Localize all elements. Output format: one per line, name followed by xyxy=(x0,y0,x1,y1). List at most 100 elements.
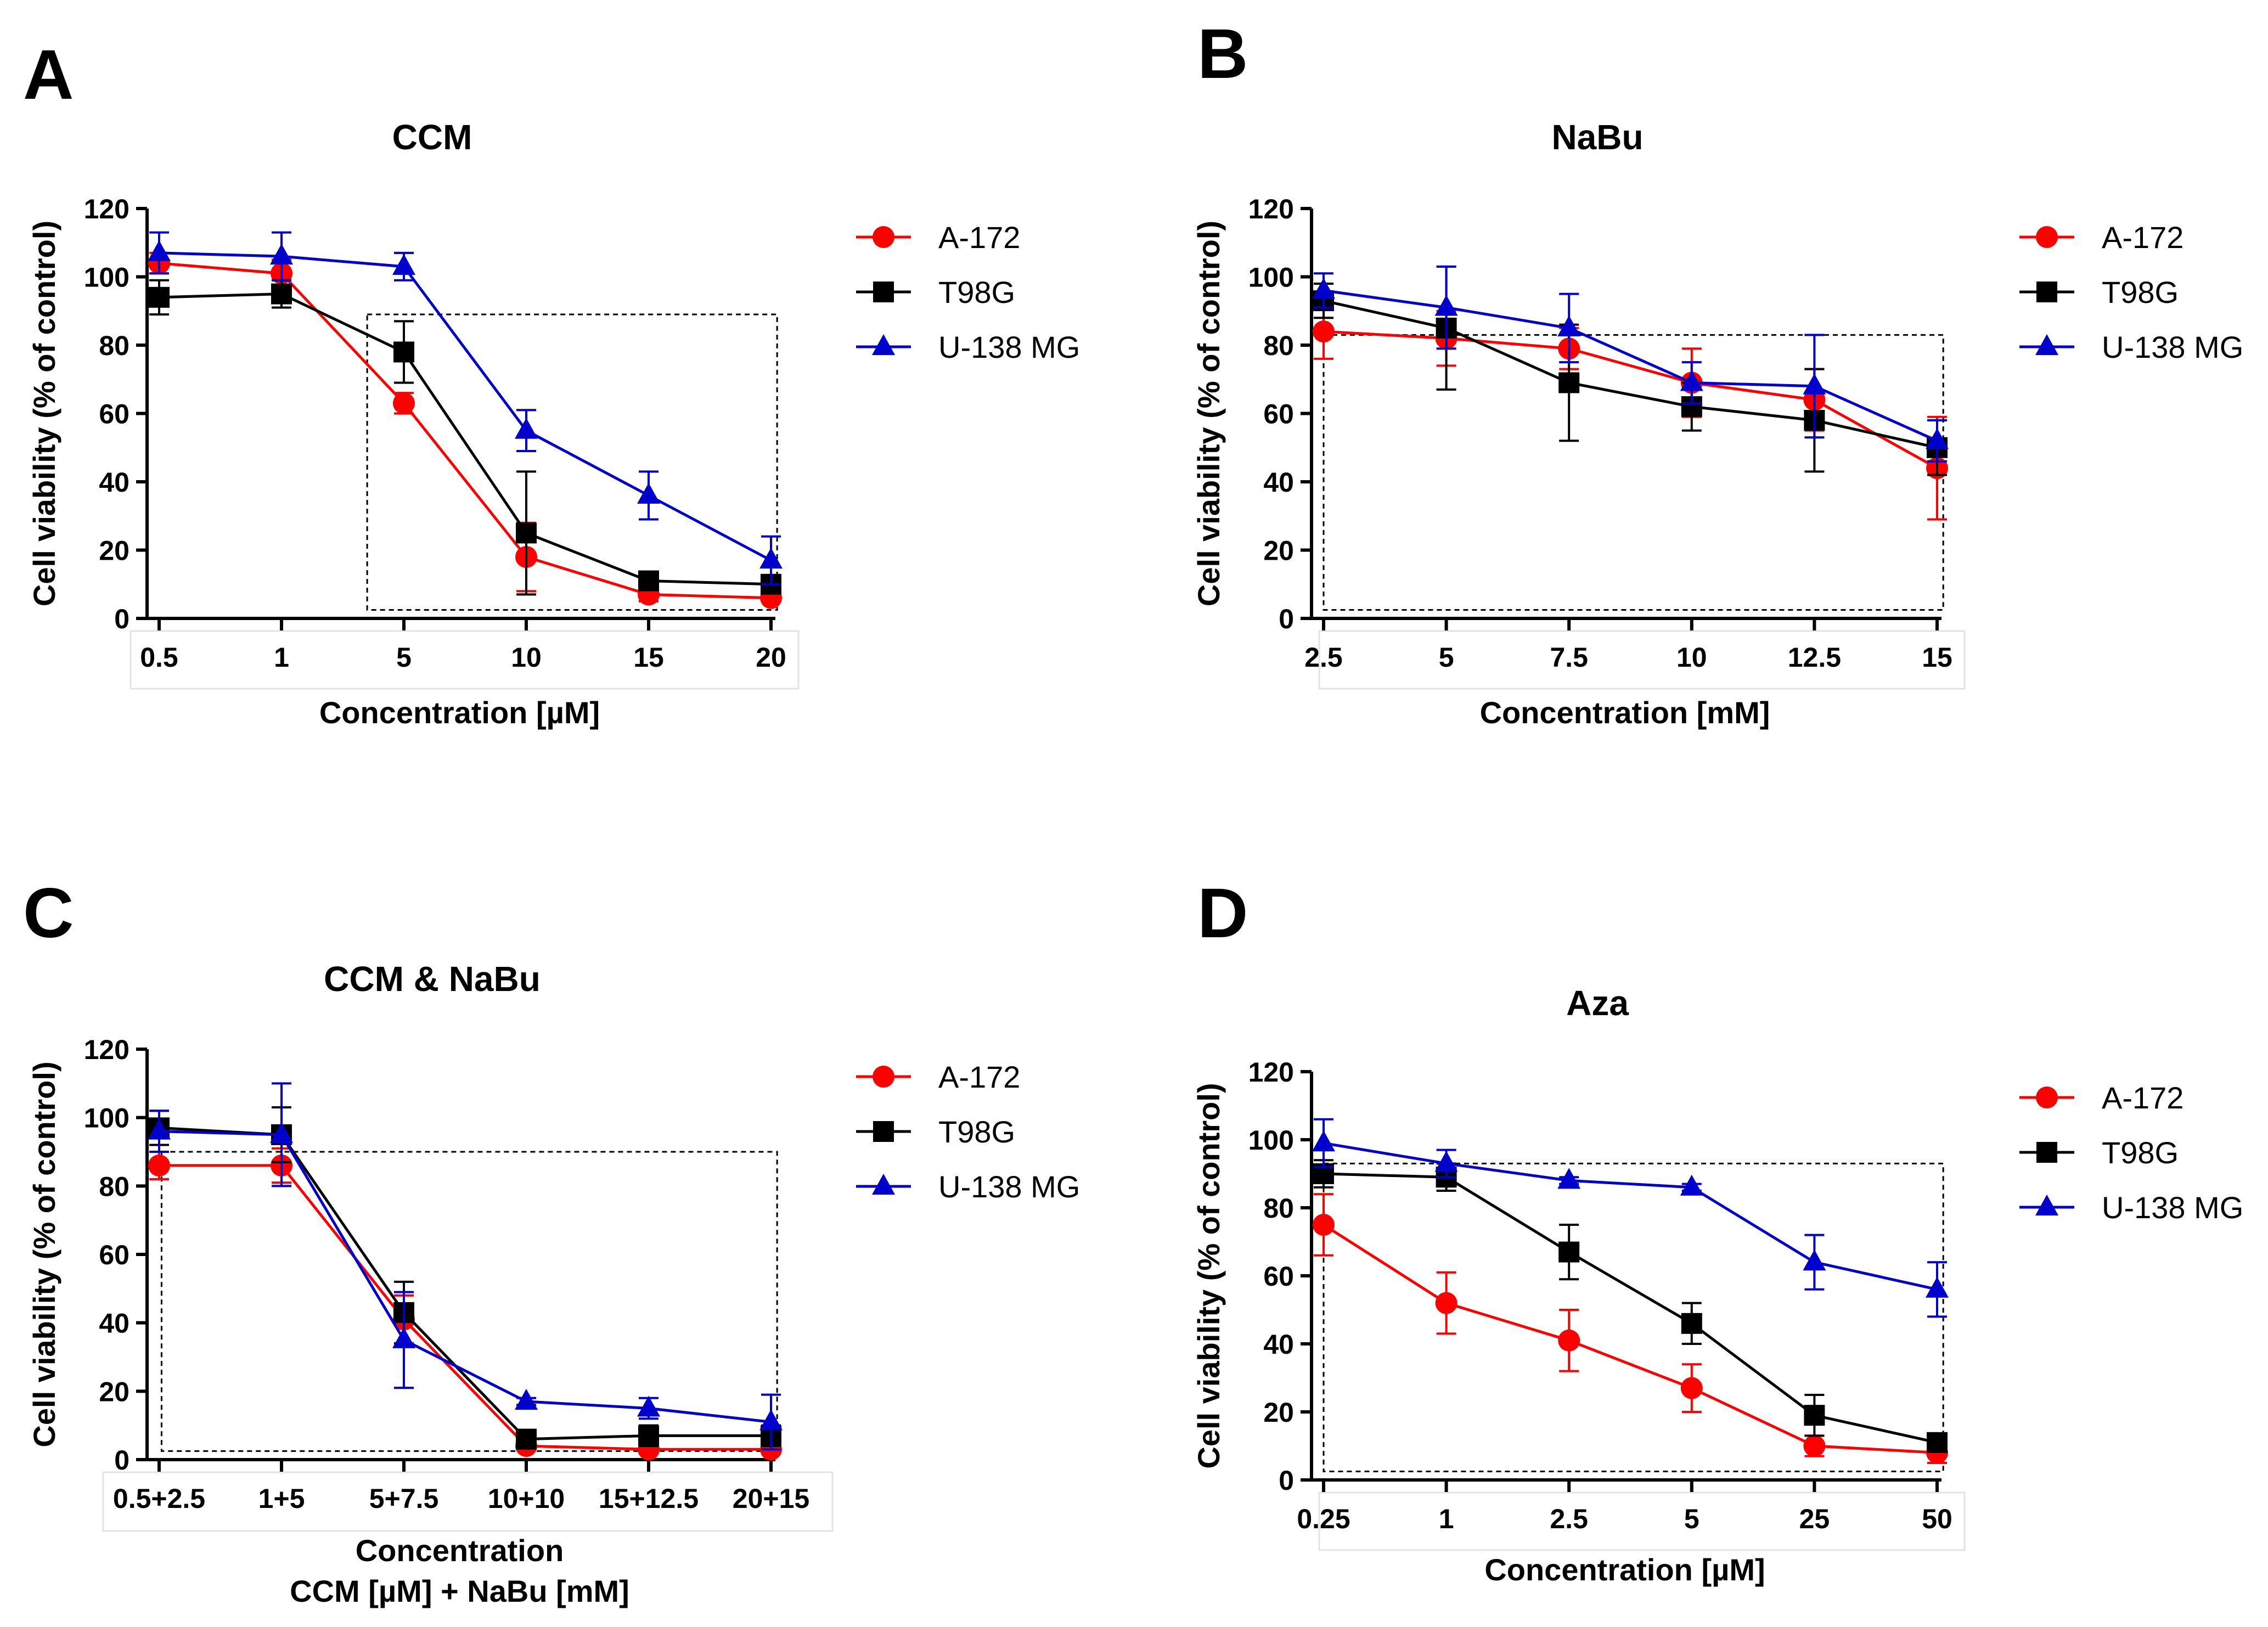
legend-entry: T98G xyxy=(856,275,1015,309)
legend-label: A-172 xyxy=(2102,220,2183,255)
legend-entry: A-172 xyxy=(2019,220,2183,255)
legend-marker xyxy=(2036,226,2058,248)
series-line xyxy=(1323,330,1938,470)
x-axis-label: Concentration [µM] xyxy=(1484,1552,1765,1587)
y-tick-label: 80 xyxy=(1263,330,1294,361)
x-tick-label: 50 xyxy=(1922,1504,1952,1534)
data-point xyxy=(392,1327,415,1348)
chart-panel-c: C CCM & NaBu 0 20 40 60 80 100 120 Cell viability… xyxy=(23,874,1080,1608)
y-tick-label: 20 xyxy=(99,1376,130,1407)
y-axis-label: Cell viability (% of control) xyxy=(1191,1083,1226,1468)
chart-panel-d: D Aza 0 20 40 60 80 100 120 Cell viability (% of … xyxy=(1191,874,2243,1587)
data-point xyxy=(1557,315,1581,336)
y-tick-label: 60 xyxy=(99,399,130,430)
x-tick-label: 15 xyxy=(633,642,664,673)
data-point xyxy=(392,254,415,275)
data-point xyxy=(516,522,537,544)
y-tick-label: 100 xyxy=(1248,1125,1294,1156)
legend-marker xyxy=(2035,1195,2058,1215)
data-point xyxy=(1434,1151,1458,1172)
data-point xyxy=(148,1154,170,1176)
y-tick-label: 20 xyxy=(1263,536,1294,566)
data-point xyxy=(1313,320,1335,343)
legend-entry: U-138 MG xyxy=(2019,1190,2243,1225)
x-tick-label: 5 xyxy=(396,642,412,673)
x-tick-band xyxy=(1318,1491,1966,1551)
y-tick-label: 80 xyxy=(99,330,130,361)
legend-marker xyxy=(2036,282,2057,302)
y-tick-label: 40 xyxy=(99,467,130,498)
dashed-highlight-box xyxy=(160,1151,778,1452)
panel-letter: B xyxy=(1197,15,1248,93)
data-point xyxy=(270,1122,293,1143)
data-point xyxy=(1803,1435,1826,1457)
series-line xyxy=(159,292,772,586)
data-point xyxy=(1558,1241,1580,1263)
legend-marker xyxy=(873,226,894,248)
chart-title: Aza xyxy=(1566,983,1629,1023)
legend-entry: U-138 MG xyxy=(856,1169,1080,1204)
x-axis-label: CCM [µM] + NaBu [mM] xyxy=(290,1574,629,1608)
series-line xyxy=(159,1164,771,1451)
series-line xyxy=(159,251,772,562)
data-point xyxy=(1312,1130,1335,1152)
x-axis-label: Concentration [mM] xyxy=(1480,695,1770,730)
legend-entry: T98G xyxy=(2019,275,2179,309)
legend-marker xyxy=(873,282,894,302)
y-tick-label: 20 xyxy=(1263,1397,1294,1428)
series-line xyxy=(159,262,772,600)
y-tick-label: 120 xyxy=(84,194,130,224)
chart-title: CCM & NaBu xyxy=(324,959,541,999)
data-point xyxy=(1557,1168,1581,1189)
legend-label: A-172 xyxy=(2102,1080,2183,1115)
legend-label: T98G xyxy=(2102,275,2179,309)
x-tick-label: 2.5 xyxy=(1550,1504,1588,1534)
y-tick-label: 80 xyxy=(99,1171,130,1202)
series-line xyxy=(159,1130,772,1423)
x-tick-label: 10+10 xyxy=(488,1483,565,1514)
legend-label: U-138 MG xyxy=(2102,1190,2243,1225)
y-tick-label: 20 xyxy=(99,536,130,566)
x-tick-label: 10 xyxy=(1676,642,1707,673)
x-tick-band xyxy=(130,630,800,690)
data-point xyxy=(270,244,293,265)
x-tick-label: 0.25 xyxy=(1297,1504,1350,1534)
legend-label: T98G xyxy=(938,275,1015,309)
data-point xyxy=(393,392,415,414)
y-tick-label: 100 xyxy=(84,1103,130,1134)
data-point xyxy=(516,1428,537,1450)
data-point xyxy=(1558,1329,1580,1352)
legend-label: T98G xyxy=(938,1114,1015,1149)
chart-title: CCM xyxy=(392,117,472,157)
legend-marker xyxy=(2035,334,2058,355)
data-point xyxy=(1312,278,1335,299)
data-point xyxy=(1681,1313,1702,1334)
x-tick-label: 0.5 xyxy=(140,642,178,673)
data-point xyxy=(393,341,414,363)
legend-label: A-172 xyxy=(938,1060,1020,1094)
y-tick-label: 80 xyxy=(1263,1193,1294,1224)
series-line xyxy=(1322,1223,1938,1454)
panel-letter: A xyxy=(23,36,74,114)
panel-letter: C xyxy=(23,874,74,953)
x-tick-label: 1 xyxy=(1439,1504,1454,1534)
y-axis-label: Cell viability (% of control) xyxy=(27,1061,61,1447)
legend-entry: A-172 xyxy=(856,220,1020,255)
data-point xyxy=(1435,1292,1457,1314)
y-tick-label: 40 xyxy=(1263,1329,1294,1360)
data-point xyxy=(515,418,538,439)
legend-marker xyxy=(872,1174,895,1195)
data-point xyxy=(1926,428,1949,449)
chart-title: NaBu xyxy=(1551,117,1643,157)
legend-entry: A-172 xyxy=(2019,1080,2183,1115)
x-tick-label: 12.5 xyxy=(1788,642,1841,673)
y-tick-label: 100 xyxy=(1248,262,1294,293)
y-tick-label: 40 xyxy=(1263,467,1294,498)
data-point xyxy=(1680,1377,1703,1399)
data-point xyxy=(515,1389,538,1410)
series-line xyxy=(1323,1141,1938,1291)
data-point xyxy=(1803,373,1826,395)
chart-panel-b: B NaBu 0 20 40 60 80 100 120 Cell viability (% of… xyxy=(1191,15,2243,730)
